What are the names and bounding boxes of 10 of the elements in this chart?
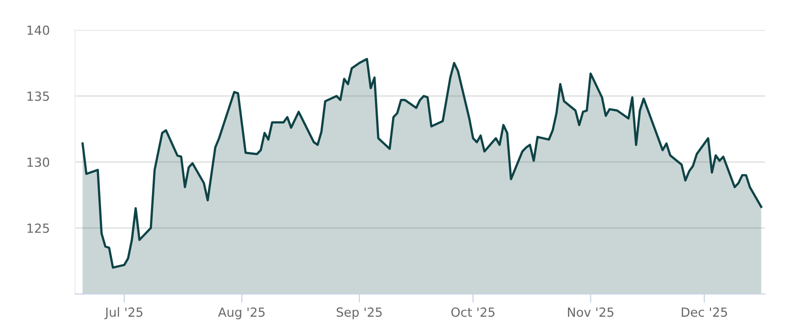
- y-tick-label: 130: [28, 157, 50, 167]
- x-tick-label: Nov '25: [568, 307, 614, 317]
- x-tick-label: Oct '25: [451, 307, 494, 317]
- x-tick-label: Jul '25: [104, 307, 142, 320]
- x-tick-label: Dec '25: [682, 307, 727, 317]
- x-tick-label: Aug '25: [218, 307, 265, 320]
- y-tick-label: 135: [28, 91, 49, 101]
- y-tick-label: 140: [28, 25, 50, 35]
- y-tick-label: 125: [28, 223, 49, 233]
- x-tick-label: Sep '25: [336, 307, 382, 320]
